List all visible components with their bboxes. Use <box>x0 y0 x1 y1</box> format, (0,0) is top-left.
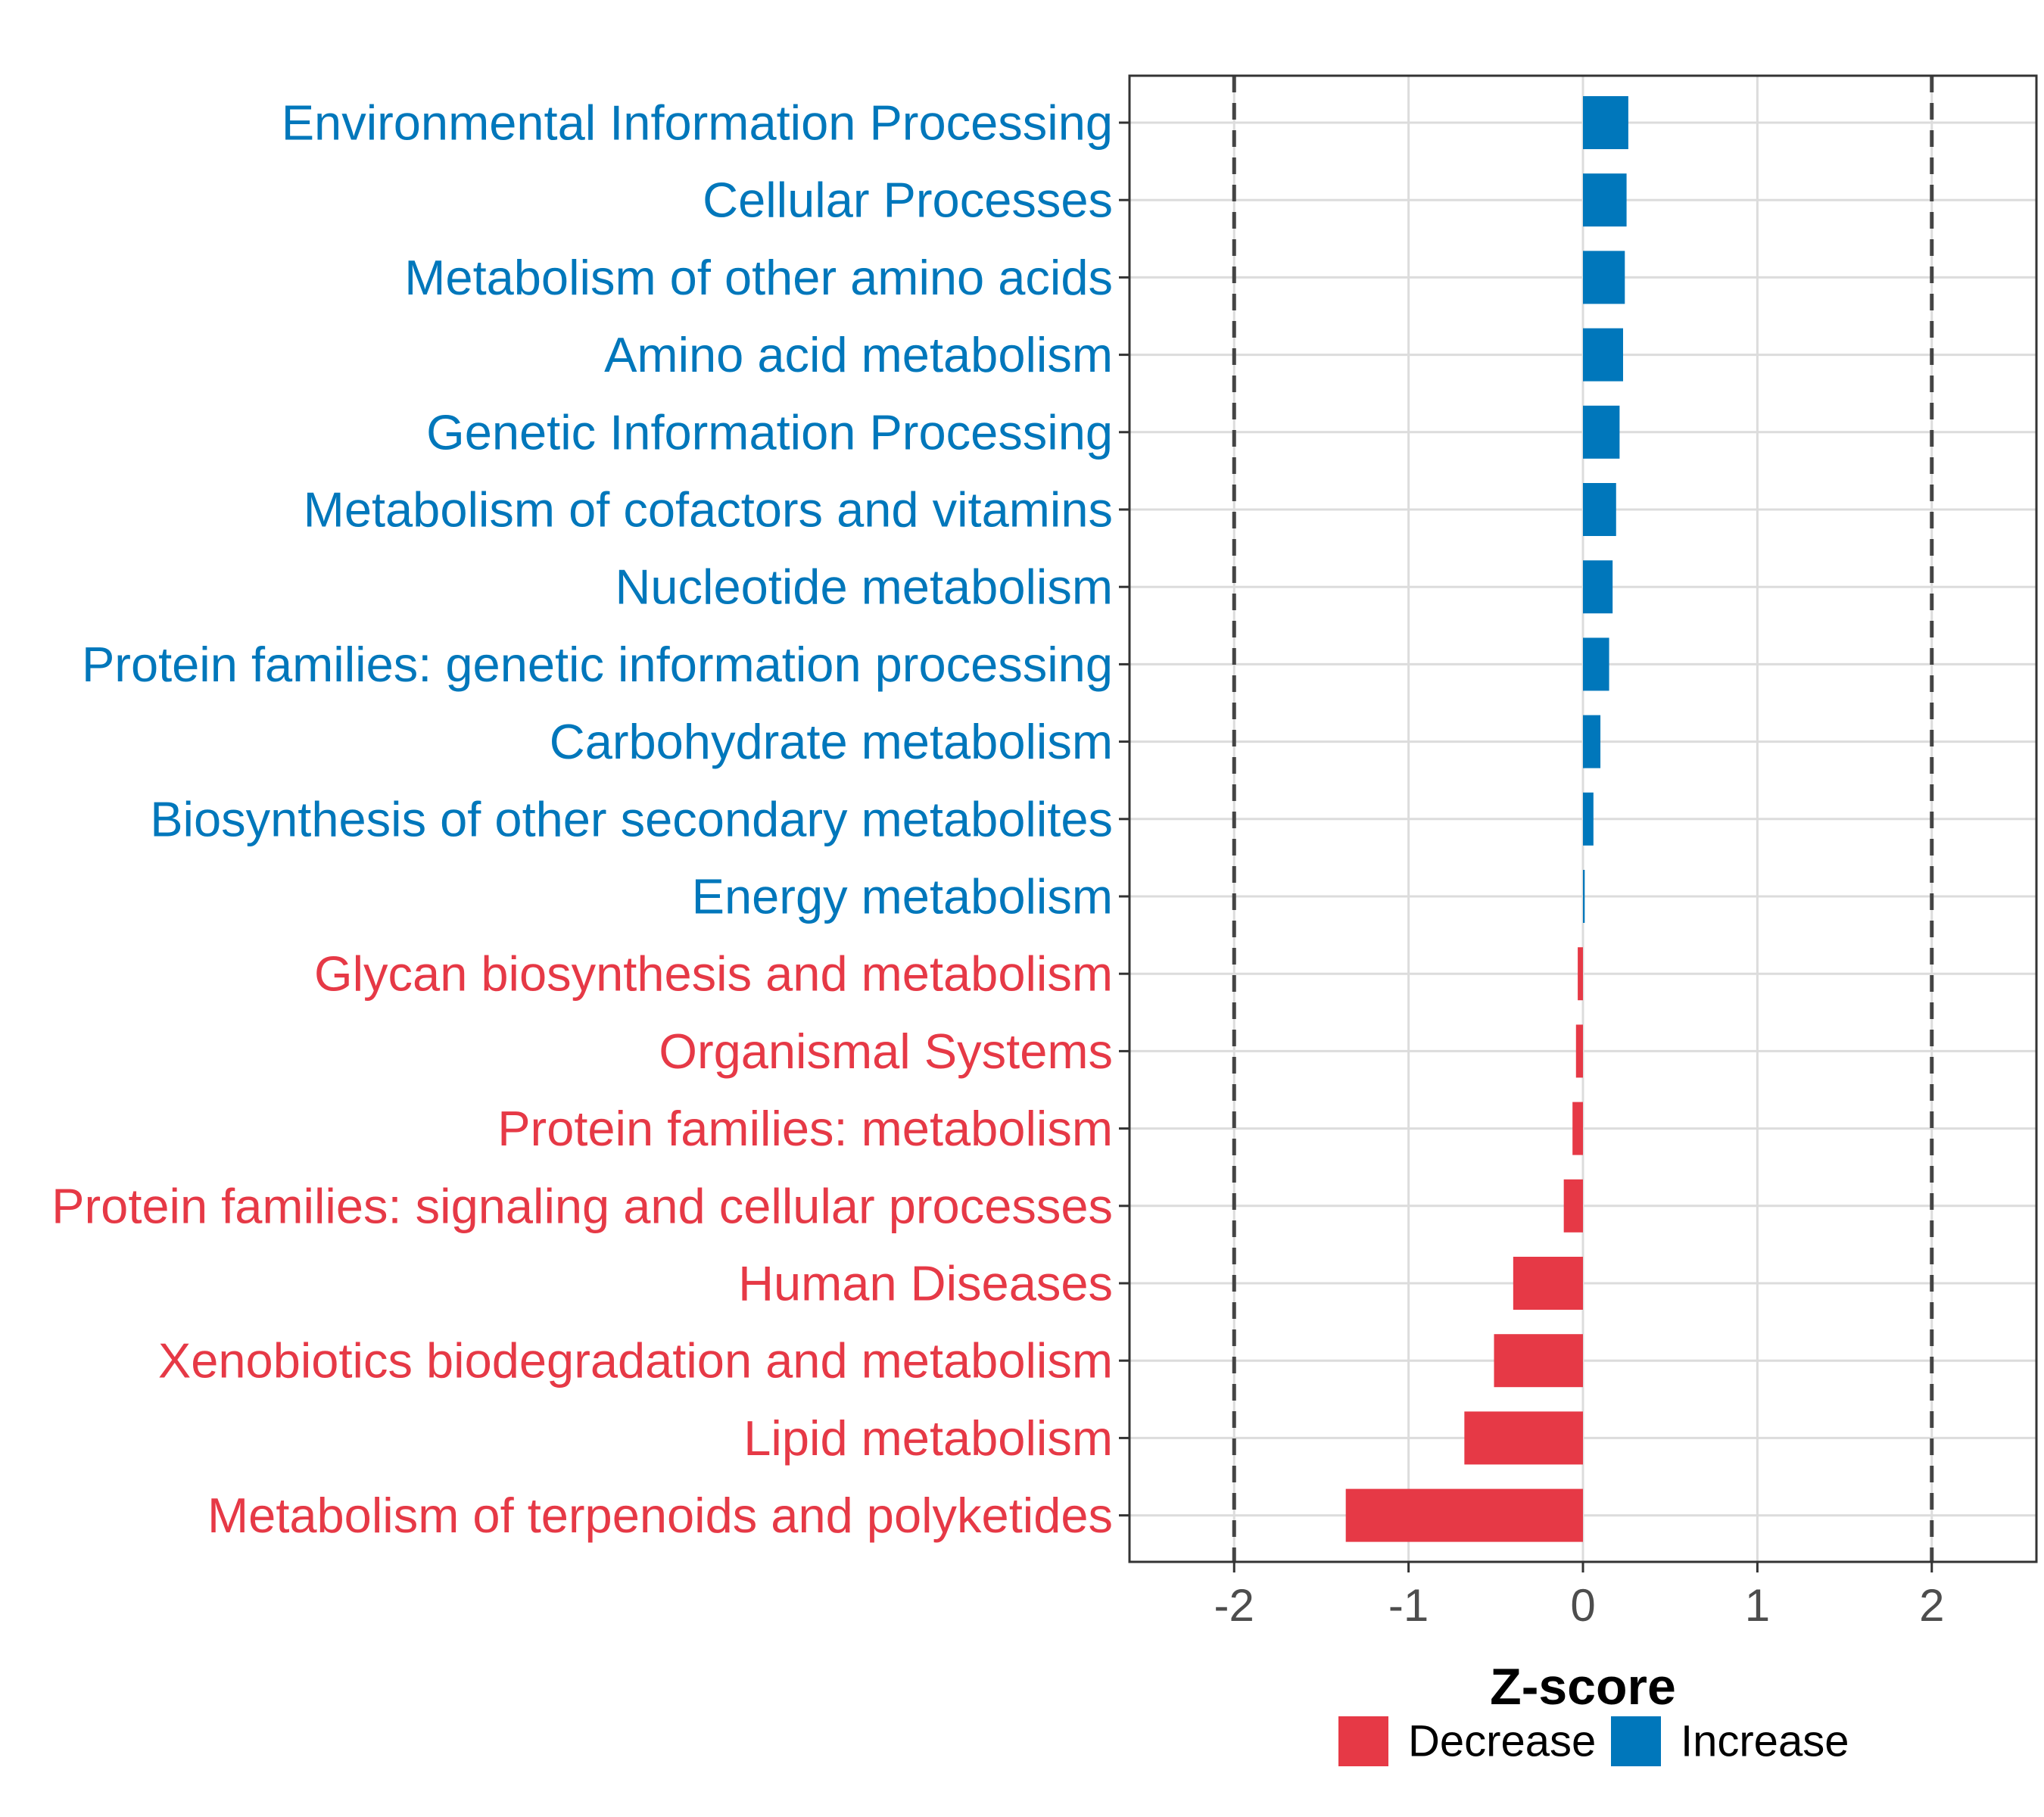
bar <box>1583 96 1628 149</box>
bar <box>1572 1102 1583 1155</box>
x-axis-ticks: -2 -1 0 1 2 <box>1214 1562 1944 1631</box>
category-label: Metabolism of terpenoids and polyketides <box>207 1488 1113 1543</box>
category-label: Nucleotide metabolism <box>615 559 1113 615</box>
legend: Decrease Increase <box>1338 1716 1849 1766</box>
x-axis-title: Z-score <box>1490 1658 1676 1716</box>
bar <box>1345 1488 1583 1542</box>
category-label: Lipid metabolism <box>743 1410 1113 1466</box>
legend-label: Increase <box>1681 1717 1849 1766</box>
category-label: Carbohydrate metabolism <box>550 714 1113 769</box>
bar <box>1583 405 1620 459</box>
bar <box>1583 792 1594 846</box>
legend-swatch <box>1338 1716 1388 1766</box>
bar <box>1583 251 1625 304</box>
category-label: Glycan biosynthesis and metabolism <box>314 946 1113 1002</box>
reference-lines <box>1232 76 1934 1562</box>
bar <box>1583 328 1623 382</box>
bar <box>1494 1334 1583 1388</box>
bars <box>1345 96 1628 1542</box>
bar <box>1575 1024 1583 1078</box>
category-label: Energy metabolism <box>692 869 1113 924</box>
legend-swatch <box>1611 1716 1661 1766</box>
category-label: Environmental Information Processing <box>282 95 1113 151</box>
bar <box>1583 715 1601 768</box>
bar <box>1583 560 1613 614</box>
x-tick-label: -1 <box>1388 1580 1429 1631</box>
category-label: Biosynthesis of other secondary metaboli… <box>150 791 1113 846</box>
x-tick-label: 2 <box>1919 1580 1944 1631</box>
x-tick-label: 1 <box>1745 1580 1770 1631</box>
category-label: Protein families: signaling and cellular… <box>51 1178 1113 1233</box>
category-label: Human Diseases <box>738 1256 1113 1311</box>
bar <box>1583 483 1616 536</box>
category-label: Amino acid metabolism <box>604 327 1113 382</box>
bar <box>1583 637 1609 691</box>
category-label: Genetic Information Processing <box>426 404 1113 460</box>
category-label: Protein families: genetic information pr… <box>82 637 1113 692</box>
bar <box>1464 1411 1583 1465</box>
category-label: Metabolism of cofactors and vitamins <box>304 482 1113 538</box>
category-labels: Environmental Information Processing Cell… <box>51 95 1129 1543</box>
bar <box>1578 947 1583 1001</box>
category-label: Protein families: metabolism <box>497 1101 1113 1156</box>
category-label: Metabolism of other amino acids <box>404 250 1113 305</box>
bar <box>1583 173 1627 227</box>
bar <box>1513 1257 1583 1310</box>
bar <box>1563 1179 1583 1233</box>
x-tick-label: -2 <box>1214 1580 1254 1631</box>
x-tick-label: 0 <box>1570 1580 1595 1631</box>
category-label: Cellular Processes <box>703 173 1113 228</box>
category-label: Xenobiotics biodegradation and metabolis… <box>158 1333 1113 1388</box>
bar <box>1583 870 1585 923</box>
category-label: Organismal Systems <box>659 1024 1113 1079</box>
legend-label: Decrease <box>1408 1717 1596 1766</box>
